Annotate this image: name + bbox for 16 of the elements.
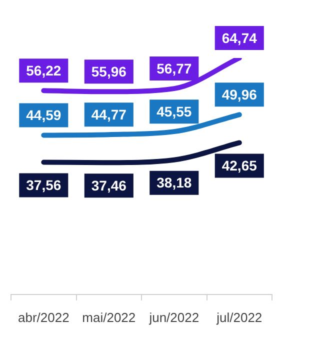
x-tick-label: jul/2022 [216, 310, 262, 325]
data-label: 38,18 [156, 174, 192, 191]
data-label: 64,74 [222, 30, 258, 46]
data-label: 56,22 [26, 62, 62, 79]
data-label: 44,77 [91, 106, 127, 122]
data-label: 56,77 [156, 60, 192, 76]
data-label: 45,55 [156, 103, 192, 120]
data-label: 37,56 [26, 177, 62, 194]
data-label: 55,96 [91, 64, 127, 80]
data-label: 42,65 [222, 158, 258, 174]
data-label: 49,96 [222, 86, 258, 103]
data-label: 44,59 [26, 107, 62, 124]
x-tick-label: abr/2022 [18, 310, 70, 325]
x-tick-label: jun/2022 [148, 310, 200, 325]
data-label: 37,46 [91, 177, 127, 194]
x-tick-label: mai/2022 [82, 310, 136, 325]
